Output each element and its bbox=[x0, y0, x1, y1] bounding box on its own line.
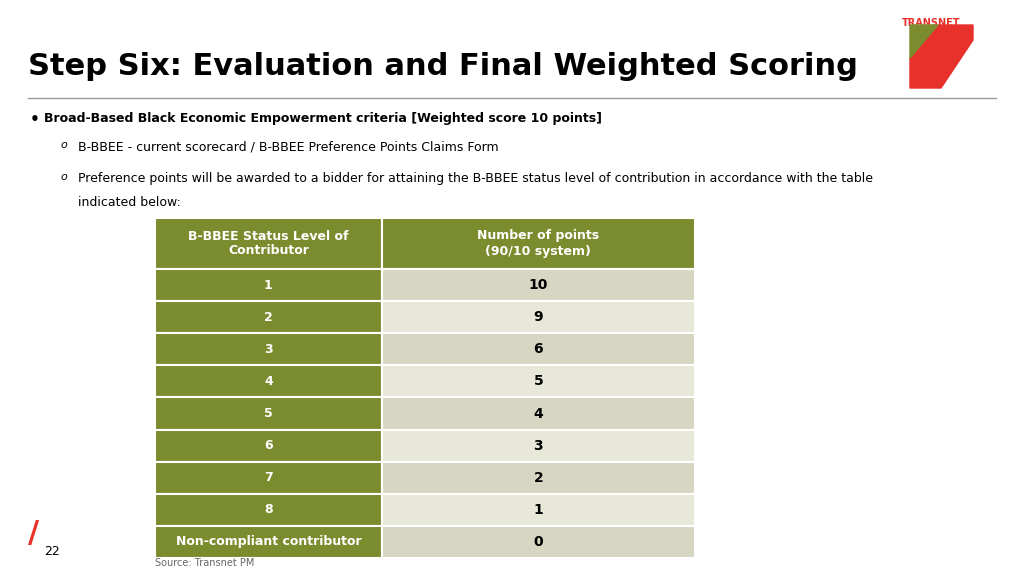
Bar bbox=[155, 334, 382, 365]
Text: 1: 1 bbox=[534, 503, 544, 517]
Text: 22: 22 bbox=[44, 545, 59, 558]
Bar bbox=[155, 462, 382, 494]
Text: Step Six: Evaluation and Final Weighted Scoring: Step Six: Evaluation and Final Weighted … bbox=[28, 52, 858, 81]
Text: /: / bbox=[28, 519, 39, 548]
Text: o: o bbox=[60, 172, 67, 182]
Text: 2: 2 bbox=[264, 310, 272, 324]
Text: Number of points
(90/10 system): Number of points (90/10 system) bbox=[477, 229, 599, 257]
Bar bbox=[382, 526, 695, 558]
Text: 4: 4 bbox=[534, 407, 544, 420]
Polygon shape bbox=[910, 25, 973, 88]
Text: 4: 4 bbox=[264, 375, 272, 388]
Text: 0: 0 bbox=[534, 535, 543, 549]
Text: 3: 3 bbox=[534, 438, 543, 453]
Bar bbox=[155, 526, 382, 558]
Bar bbox=[382, 365, 695, 397]
Bar bbox=[155, 301, 382, 334]
Bar bbox=[155, 269, 382, 301]
Bar bbox=[382, 269, 695, 301]
Text: 5: 5 bbox=[264, 407, 272, 420]
Bar bbox=[382, 334, 695, 365]
Text: 8: 8 bbox=[264, 503, 272, 516]
Bar bbox=[155, 365, 382, 397]
Bar bbox=[155, 494, 382, 526]
Bar bbox=[382, 301, 695, 334]
Text: indicated below:: indicated below: bbox=[78, 196, 181, 209]
Bar bbox=[382, 494, 695, 526]
Text: 3: 3 bbox=[264, 343, 272, 356]
Text: 9: 9 bbox=[534, 310, 543, 324]
Text: •: • bbox=[30, 112, 40, 127]
Text: Broad-Based Black Economic Empowerment criteria [Weighted score 10 points]: Broad-Based Black Economic Empowerment c… bbox=[44, 112, 602, 125]
Bar bbox=[382, 218, 695, 269]
Bar bbox=[155, 430, 382, 462]
Text: 2: 2 bbox=[534, 471, 544, 485]
Text: B-BBEE Status Level of
Contributor: B-BBEE Status Level of Contributor bbox=[188, 229, 348, 257]
Text: 6: 6 bbox=[534, 342, 543, 357]
Text: o: o bbox=[60, 140, 67, 150]
Text: Preference points will be awarded to a bidder for attaining the B-BBEE status le: Preference points will be awarded to a b… bbox=[78, 172, 873, 185]
Text: 6: 6 bbox=[264, 439, 272, 452]
Text: 10: 10 bbox=[528, 278, 548, 292]
Text: 5: 5 bbox=[534, 374, 544, 388]
Bar bbox=[382, 462, 695, 494]
Text: 7: 7 bbox=[264, 471, 272, 484]
Text: TRANSNET: TRANSNET bbox=[901, 18, 961, 28]
Bar bbox=[382, 430, 695, 462]
Bar bbox=[382, 397, 695, 430]
Bar bbox=[155, 397, 382, 430]
Polygon shape bbox=[910, 25, 938, 58]
Bar bbox=[155, 218, 382, 269]
Text: 1: 1 bbox=[264, 279, 272, 291]
Text: Source: Transnet PM: Source: Transnet PM bbox=[155, 558, 254, 568]
Text: B-BBEE - current scorecard / B-BBEE Preference Points Claims Form: B-BBEE - current scorecard / B-BBEE Pref… bbox=[78, 140, 499, 153]
Text: Non-compliant contributor: Non-compliant contributor bbox=[175, 536, 361, 548]
